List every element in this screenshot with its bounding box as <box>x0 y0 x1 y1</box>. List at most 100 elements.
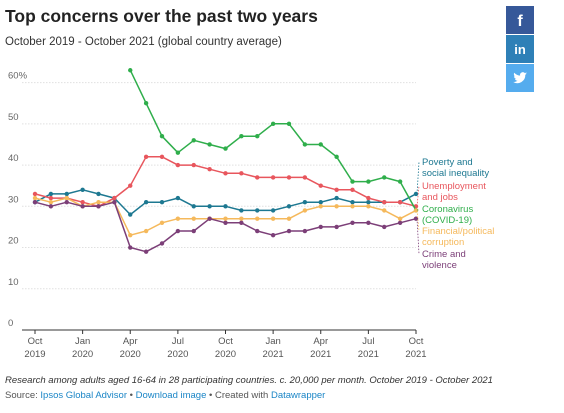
source-prefix: Source: <box>5 390 41 401</box>
data-point <box>302 208 308 213</box>
x-tick-year: 2020 <box>215 349 236 360</box>
data-point <box>239 208 244 213</box>
x-tick-year: 2021 <box>310 349 331 360</box>
y-tick-label: 10 <box>8 277 19 288</box>
data-point <box>64 199 69 205</box>
x-tick-month: Jul <box>172 336 184 347</box>
label-connector <box>416 210 420 232</box>
svg-text:f: f <box>517 13 523 30</box>
twitter-share-button[interactable] <box>506 64 534 92</box>
data-point <box>159 220 165 225</box>
series-lines <box>32 68 419 254</box>
y-tick-label: 0 <box>8 318 13 329</box>
data-point <box>366 199 371 205</box>
source-link[interactable]: Ipsos Global Advisor <box>40 390 127 401</box>
footnote: Research among adults aged 16-64 in 28 p… <box>5 375 493 386</box>
y-axis-ticks: 0 10 20 30 40 50 60% <box>8 71 28 329</box>
data-point <box>191 228 196 234</box>
data-point <box>175 216 181 221</box>
data-point <box>366 220 371 225</box>
series-line <box>34 201 417 253</box>
twitter-icon <box>513 72 527 84</box>
data-point <box>255 216 260 221</box>
y-tick-label: 20 <box>8 236 19 247</box>
series-crime-and-violence <box>32 199 419 254</box>
data-point <box>48 191 54 197</box>
data-point <box>270 216 276 221</box>
data-point <box>318 224 323 230</box>
data-point <box>191 162 196 168</box>
series-label: Coronavirus <box>422 204 473 215</box>
data-point <box>207 142 212 147</box>
x-tick-year: 2020 <box>120 349 141 360</box>
download-image-link[interactable]: Download image <box>135 390 207 401</box>
data-point <box>334 195 339 201</box>
label-connector <box>416 161 420 194</box>
data-point <box>64 195 69 201</box>
data-point <box>318 204 323 209</box>
x-tick-year: 2020 <box>72 349 93 360</box>
data-point <box>48 195 54 201</box>
data-point <box>318 142 323 147</box>
data-point <box>128 232 133 238</box>
linkedin-share-button[interactable]: in <box>506 35 534 63</box>
data-point <box>143 249 149 254</box>
data-point <box>350 187 355 193</box>
data-point <box>270 175 276 180</box>
data-point <box>48 199 54 205</box>
data-point <box>382 208 387 213</box>
data-point <box>143 228 149 234</box>
data-point <box>191 216 196 221</box>
data-point <box>143 101 149 106</box>
data-point <box>143 199 149 205</box>
data-point <box>302 228 308 234</box>
x-tick-year: 2020 <box>167 349 188 360</box>
data-point <box>318 199 323 205</box>
data-point <box>366 204 371 209</box>
data-point <box>255 134 260 139</box>
created-with-label: • Created with <box>206 390 271 401</box>
x-tick-month: Oct <box>28 336 43 347</box>
data-point <box>382 224 387 230</box>
data-point <box>191 138 196 143</box>
series-label: Unemployment <box>422 181 486 192</box>
data-point <box>80 199 85 205</box>
data-point <box>382 175 387 180</box>
y-tick-label: 30 <box>8 194 19 205</box>
data-point <box>302 199 308 205</box>
source-line: Source: Ipsos Global Advisor • Download … <box>5 390 325 401</box>
x-tick-month: Oct <box>409 336 424 347</box>
linkedin-icon: in <box>514 42 526 57</box>
data-point <box>191 204 196 209</box>
facebook-icon: f <box>517 13 523 30</box>
svg-text:in: in <box>514 42 526 57</box>
datawrapper-link[interactable]: Datawrapper <box>270 390 326 401</box>
data-point <box>270 208 276 213</box>
data-point <box>112 199 117 205</box>
series-label: Financial/political <box>422 226 494 237</box>
series-label: social inequality <box>422 168 489 179</box>
series-label: (COVID-19) <box>422 215 472 226</box>
data-point <box>32 195 38 201</box>
data-point <box>397 216 403 221</box>
x-tick-year: 2021 <box>263 349 284 360</box>
data-point <box>32 199 38 205</box>
data-point <box>350 199 355 205</box>
data-point <box>255 175 260 180</box>
facebook-share-button[interactable]: f <box>506 6 534 34</box>
data-point <box>286 204 292 209</box>
data-point <box>80 204 85 209</box>
data-point <box>270 232 276 238</box>
chart-title: Top concerns over the past two years <box>5 6 318 26</box>
data-point <box>397 199 403 205</box>
data-point <box>96 199 101 205</box>
series-financial-political-corruption <box>32 195 419 238</box>
data-point <box>159 241 165 246</box>
data-point <box>223 204 228 209</box>
data-point <box>175 228 181 234</box>
y-tick-label: 60% <box>8 71 28 82</box>
data-point <box>159 134 165 139</box>
data-point <box>223 216 228 221</box>
